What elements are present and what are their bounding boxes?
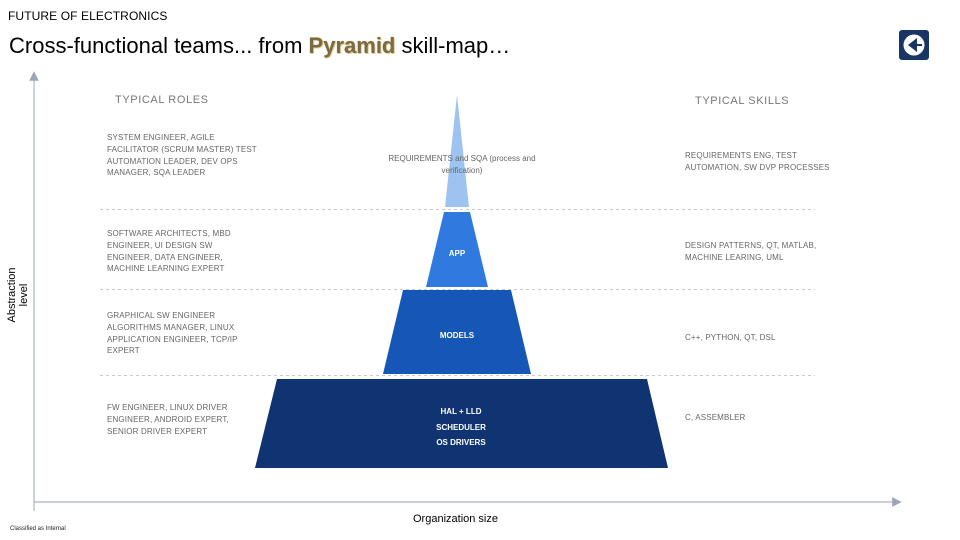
title-prefix: Cross-functional teams... from — [9, 33, 309, 58]
roles-tier-2: SOFTWARE ARCHITECTS, MBD ENGINEER, UI DE… — [107, 229, 231, 274]
pyramid-tier-hal — [255, 379, 668, 468]
y-axis-title: Abstraction level — [6, 267, 30, 323]
skills-tier-2: DESIGN PATTERNS, QT, MATLAB, MACHINE LEA… — [685, 241, 817, 262]
title-suffix: skill-map… — [395, 33, 511, 58]
pyramid-models-label: MODELS — [439, 331, 475, 340]
hal-line-2: SCHEDULER — [436, 422, 486, 432]
title-highlight: Pyramid — [308, 33, 396, 58]
pyramid-app-label: APP — [448, 249, 466, 258]
skills-tier-4: C, ASSEMBLER — [685, 413, 746, 422]
slide-title: Cross-functional teams... from Pyramid s… — [9, 33, 510, 59]
electrolux-logo-icon — [899, 30, 929, 60]
hal-line-3: OS DRIVERS — [436, 438, 486, 447]
skills-tier-1: REQUIREMENTS ENG, TEST AUTOMATION, SW DV… — [685, 151, 830, 172]
skills-heading: TYPICAL SKILLS — [695, 95, 790, 107]
classification-note: Classified as Internal — [10, 526, 66, 532]
roles-heading: TYPICAL ROLES — [115, 94, 209, 106]
hal-line-1: HAL + LLD — [440, 407, 482, 416]
pyramid-hal-label: HAL + LLD SCHEDULER OS DRIVERS — [361, 404, 561, 451]
pyramid-tier-apex — [445, 95, 469, 207]
roles-tier-1: SYSTEM ENGINEER, AGILE FACILITATOR (SCRU… — [107, 133, 257, 178]
skills-tier-3: C++, PYTHON, QT, DSL — [685, 333, 776, 342]
pyramid-tier-app — [426, 212, 488, 287]
pyramid-apex-label: REQUIREMENTS and SQA (process and verifi… — [388, 154, 536, 175]
header-kicker: FUTURE OF ELECTRONICS — [8, 9, 168, 23]
roles-tier-4: FW ENGINEER, LINUX DRIVER ENGINEER, ANDR… — [107, 403, 229, 436]
pyramid-tier-models — [383, 290, 531, 374]
x-axis-title: Organization size — [413, 513, 498, 525]
roles-tier-3: GRAPHICAL SW ENGINEER ALGORITHMS MANAGER… — [107, 311, 238, 356]
